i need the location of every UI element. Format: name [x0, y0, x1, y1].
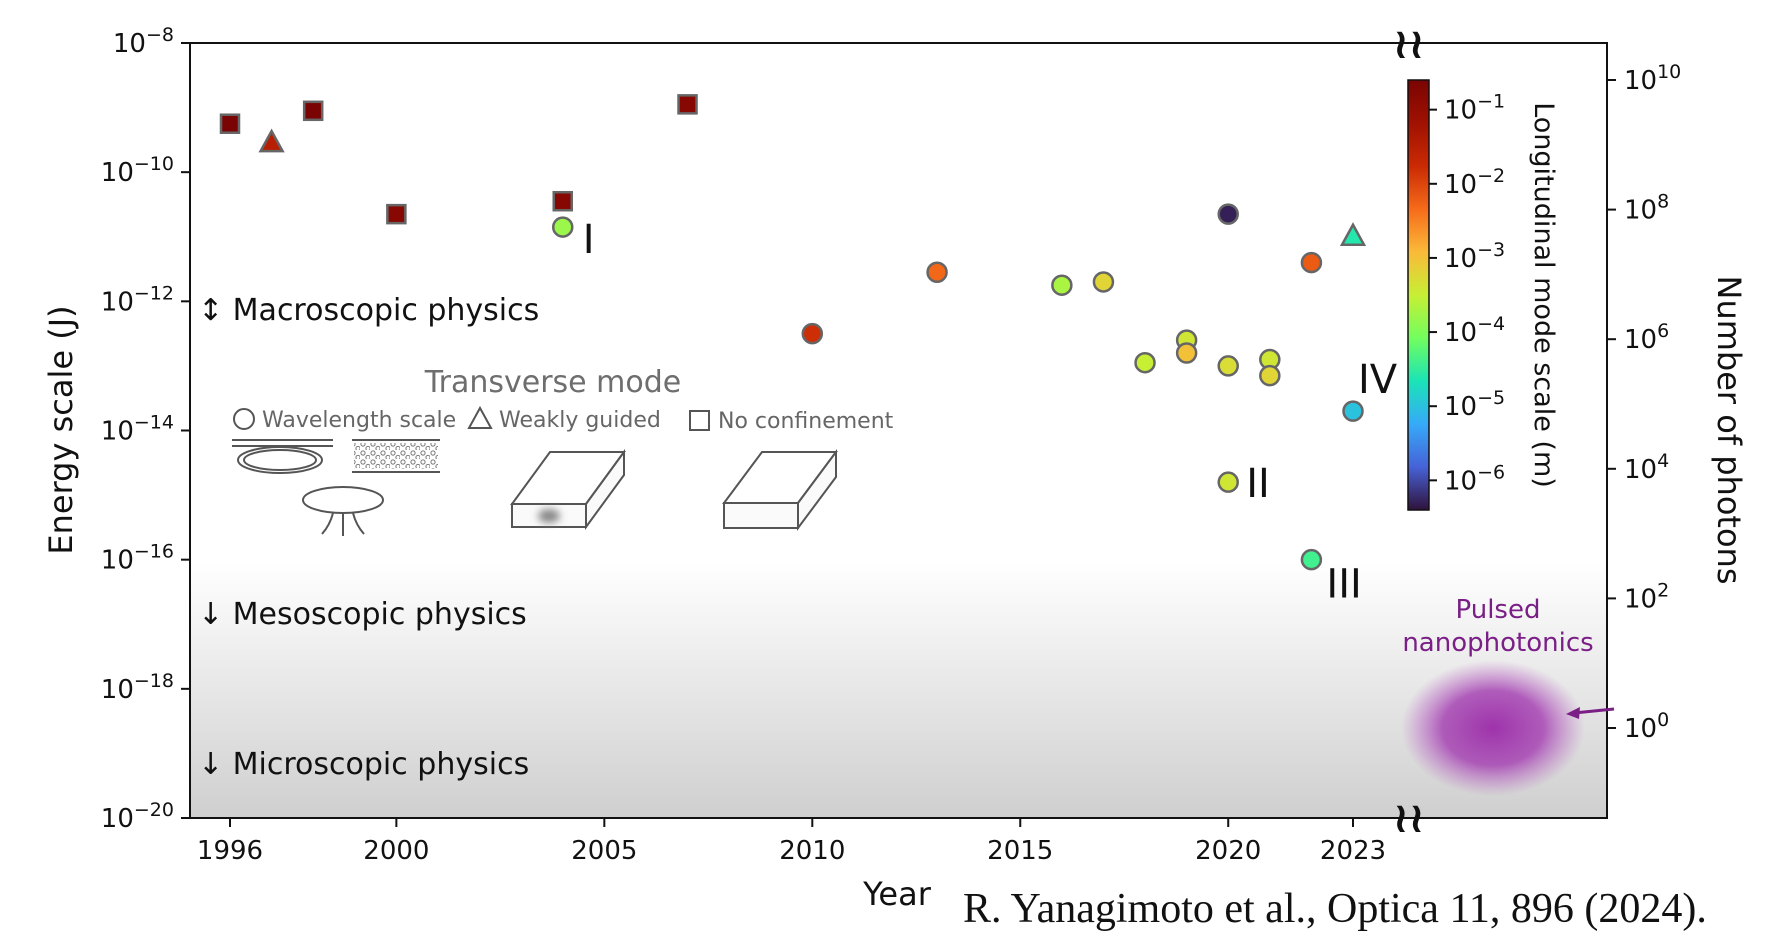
y-tick-label: 10−10: [101, 153, 174, 188]
data-point-circle: [1217, 355, 1239, 377]
regime-mesoscopic: ↓ Mesoscopic physics: [198, 597, 527, 632]
pulsed-arrow: [1573, 707, 1615, 715]
y-tick-label: 10−16: [101, 541, 174, 576]
y-tick-label: 10−14: [101, 412, 174, 447]
data-point-circle: [1092, 271, 1115, 293]
data-point-circle: [1051, 274, 1073, 296]
y-axis: 10−8 10−10 10−12 10−14 10−16 10−18 10−20: [101, 24, 190, 834]
y2-axis: 1010 108 106 104 102 100: [1607, 61, 1681, 744]
colorbar-tick-label: 10−5: [1444, 387, 1505, 422]
colorbar-tick-label: 10−6: [1444, 461, 1505, 496]
annotation-ii: II: [1246, 461, 1270, 507]
x-axis: 1996 2000 2005 2010 2015 2020 2023: [197, 818, 1386, 866]
y2-tick-label: 108: [1624, 191, 1669, 226]
data-point-square: [386, 203, 407, 225]
colorbar-tick-label: 10−3: [1444, 239, 1505, 274]
data-point-circle: [1342, 400, 1364, 422]
annotation-i: I: [583, 217, 595, 263]
colorbar-label: Longitudinal mode scale (m): [1528, 102, 1559, 488]
data-point-square: [302, 100, 324, 122]
y2-tick-label: 100: [1624, 709, 1669, 744]
legend-triangle-icon: [467, 405, 493, 429]
data-point-square: [219, 113, 241, 134]
legend-title: Transverse mode: [424, 365, 682, 400]
colorbar-ticks: 10−1 10−2 10−3 10−4 10−5 10−6: [1429, 91, 1505, 496]
x-tick-label: 1996: [197, 836, 263, 866]
y-tick-label: 10−18: [101, 670, 174, 705]
colorbar-tick-label: 10−2: [1444, 165, 1505, 200]
axis-break-bottom: ≀≀: [1393, 793, 1425, 842]
data-point-triangle: [1339, 222, 1367, 246]
colorbar-tick-label: 10−4: [1444, 313, 1505, 348]
guided-mode-spot: [538, 509, 560, 523]
ring-resonator-icon: [232, 439, 333, 474]
y2-tick-label: 102: [1624, 579, 1669, 614]
legend-triangle-label: Weakly guided: [499, 408, 661, 433]
legend-square-icon: [689, 410, 710, 431]
y-tick-label: 10−12: [101, 282, 174, 317]
scatter-points: [219, 94, 1367, 571]
x-tick-label: 2010: [779, 836, 845, 866]
data-point-circle: [1259, 364, 1281, 387]
y2-tick-label: 104: [1624, 450, 1669, 485]
axis-break-top: ≀≀: [1393, 19, 1425, 68]
y-axis-title: Energy scale (J): [42, 305, 80, 554]
annotation-iii: III: [1326, 562, 1361, 608]
photonic-crystal-icon: [352, 439, 440, 473]
data-point-square: [677, 94, 698, 115]
data-point-circle: [1217, 203, 1239, 225]
data-point-square: [552, 190, 573, 212]
y2-tick-label: 1010: [1624, 61, 1681, 96]
pulsed-label-line2: nanophotonics: [1402, 628, 1593, 658]
x-tick-label: 2020: [1195, 836, 1261, 866]
citation: R. Yanagimoto et al., Optica 11, 896 (20…: [963, 886, 1707, 932]
y-tick-label: 10−20: [101, 799, 174, 834]
data-point-circle: [551, 216, 574, 238]
legend-circle-label: Wavelength scale: [262, 408, 456, 433]
x-tick-label: 2015: [987, 836, 1053, 866]
x-tick-label: 2023: [1320, 836, 1386, 866]
regime-microscopic: ↓ Microscopic physics: [198, 747, 529, 782]
pulsed-nanophotonics-region: [1401, 660, 1585, 796]
pulsed-arrow-head: [1566, 707, 1580, 719]
regime-macroscopic: ↕ Macroscopic physics: [198, 293, 539, 328]
legend-square-label: No confinement: [718, 409, 894, 434]
bulk-crystal-icon: [722, 448, 838, 532]
x-tick-label: 2000: [363, 836, 429, 866]
y2-axis-title: Number of photons: [1710, 276, 1748, 585]
x-axis-title: Year: [862, 875, 932, 913]
colorbar-tick-label: 10−1: [1444, 91, 1505, 126]
data-point-circle: [1300, 548, 1323, 571]
regime-shading: [190, 562, 1607, 818]
marker-legend: Transverse mode Wavelength scale Weakly …: [232, 365, 894, 536]
data-point-circle: [1217, 471, 1239, 493]
data-point-circle: [1300, 251, 1323, 274]
x-tick-label: 2005: [571, 836, 637, 866]
colorbar: [1407, 79, 1430, 511]
data-point-triangle: [258, 128, 285, 153]
microdisk-icon: [302, 486, 384, 536]
data-point-circle: [1134, 351, 1156, 374]
data-point-circle: [926, 261, 948, 284]
annotation-iv: IV: [1358, 357, 1398, 403]
y2-tick-label: 106: [1624, 320, 1669, 355]
pulsed-label-line1: Pulsed: [1456, 595, 1541, 625]
legend-circle-icon: [233, 408, 255, 430]
data-point-circle: [1175, 342, 1198, 364]
y-tick-label: 10−8: [113, 24, 174, 59]
data-point-circle: [801, 322, 824, 345]
